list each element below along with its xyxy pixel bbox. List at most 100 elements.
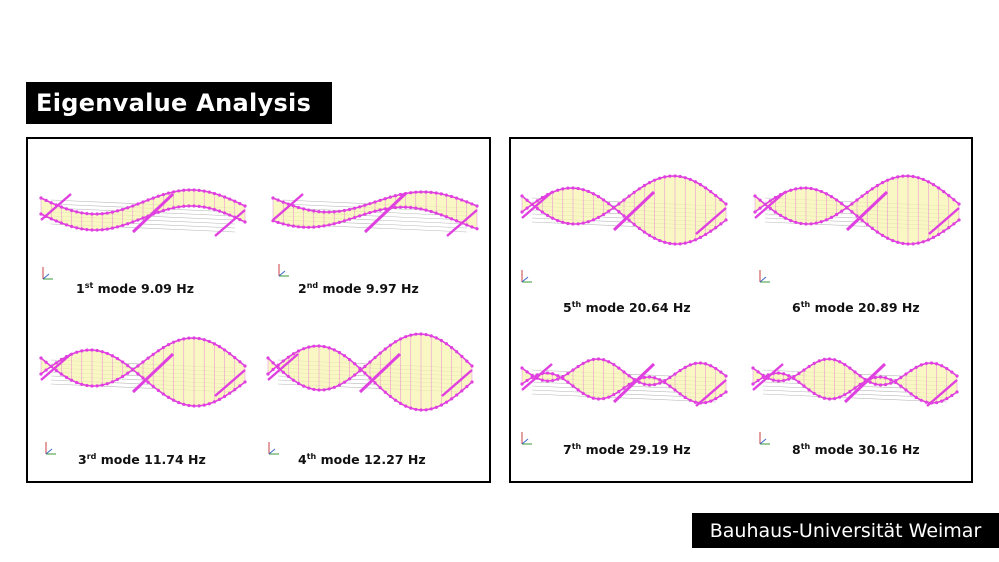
mode-node — [607, 395, 611, 399]
mode-node — [243, 204, 247, 208]
mode-node — [393, 398, 398, 402]
mode-node — [556, 374, 560, 378]
mode-node — [332, 385, 336, 389]
mode-node — [756, 378, 760, 383]
mode-node — [317, 344, 321, 348]
mode-node — [719, 370, 723, 374]
mode-node — [146, 380, 150, 384]
mode-node — [49, 364, 53, 368]
mode-node — [161, 392, 165, 396]
mode-node — [622, 386, 626, 390]
mode-node — [368, 376, 372, 380]
mode-node — [607, 201, 611, 206]
mode-node — [860, 218, 864, 222]
mode-node — [824, 192, 828, 196]
mode-node — [673, 242, 677, 246]
axis-triad-icon — [521, 432, 532, 445]
mode-node — [809, 186, 813, 191]
mode-frequency-text: mode 29.19 Hz — [581, 442, 691, 458]
mode-node — [673, 174, 677, 178]
slide-title: Eigenvalue Analysis — [26, 82, 332, 124]
mode-node — [561, 376, 565, 381]
mode-node — [817, 359, 821, 363]
end-rail — [928, 207, 960, 235]
mode-node — [233, 355, 237, 360]
slide-title-text: Eigenvalue Analysis — [36, 89, 312, 117]
axis-triad-icon — [268, 442, 279, 455]
mode-node — [317, 388, 321, 392]
mode-node — [424, 190, 428, 194]
mode-node — [136, 202, 140, 206]
mode-node — [756, 370, 760, 374]
mode-node — [551, 216, 555, 220]
mode-node — [444, 193, 448, 197]
mode-node — [617, 366, 621, 370]
mode-node — [470, 202, 474, 206]
mode-node — [663, 175, 667, 179]
mode-node — [398, 192, 403, 197]
mode-node — [848, 366, 852, 370]
mode-node — [576, 388, 580, 392]
mode-node — [439, 192, 443, 196]
mode-frequency-text: mode 9.09 Hz — [93, 281, 194, 297]
mode-node — [44, 198, 48, 202]
mode-node — [870, 187, 874, 191]
mode-node — [520, 366, 524, 370]
mode-node — [39, 372, 43, 376]
mode-node — [753, 210, 757, 214]
mode-node — [909, 392, 913, 396]
mode-node — [429, 190, 433, 194]
mode-node — [761, 375, 765, 379]
mode-node — [940, 364, 944, 368]
mode-node — [758, 206, 762, 210]
mode-node — [848, 389, 852, 394]
mode-node — [444, 400, 449, 404]
mode-node — [602, 397, 606, 401]
mode-node — [141, 376, 145, 380]
mode-node — [368, 202, 372, 206]
mode-node — [556, 188, 560, 192]
mode-node — [347, 217, 352, 221]
mode-node — [653, 376, 657, 380]
mode-node — [596, 357, 601, 361]
mode-node — [337, 350, 341, 355]
mode-number: 4 — [298, 452, 307, 468]
mode-node — [414, 407, 418, 412]
mode-node — [886, 178, 890, 182]
mode-node — [177, 400, 181, 405]
mode-node — [192, 336, 196, 340]
support-bar — [131, 352, 175, 394]
mode-node — [880, 181, 885, 185]
mode-node — [581, 221, 585, 225]
mode-node — [561, 187, 565, 191]
mode-node — [455, 219, 459, 223]
mode-node — [131, 220, 135, 224]
mode-node — [698, 183, 703, 187]
mode-node — [824, 218, 828, 222]
support-bar — [358, 352, 402, 394]
mode-node — [348, 377, 352, 381]
mode-node — [658, 378, 662, 382]
end-rail — [521, 191, 553, 219]
mode-node — [782, 372, 786, 376]
mode-node — [317, 210, 321, 214]
support-bar — [612, 190, 656, 232]
mode-node — [353, 215, 357, 220]
mode-node — [525, 378, 529, 383]
mode-node — [266, 372, 270, 376]
mode-node — [291, 204, 295, 208]
mode-node — [332, 348, 336, 352]
mode-node — [647, 375, 652, 379]
mode-node — [622, 214, 626, 218]
end-rail — [926, 379, 958, 407]
mode-node — [85, 348, 89, 352]
mode-node — [693, 361, 697, 365]
mode-ordinal-suffix: th — [571, 300, 582, 309]
mode-node — [286, 355, 290, 359]
mode-node — [136, 372, 140, 376]
mode-node — [156, 388, 160, 393]
mode-node — [475, 227, 479, 231]
mode-node — [455, 393, 459, 397]
undeformed-grid-line — [762, 393, 948, 403]
mode-node — [217, 397, 222, 401]
